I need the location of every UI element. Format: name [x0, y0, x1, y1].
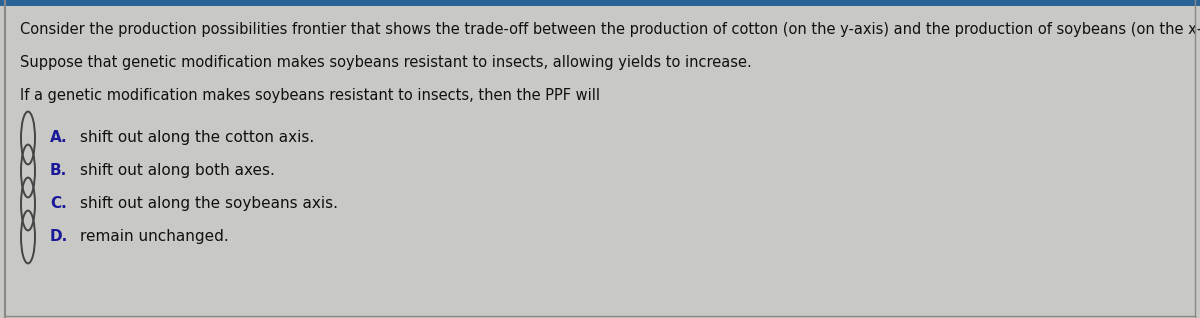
Text: C.: C. [50, 196, 67, 211]
Text: remain unchanged.: remain unchanged. [80, 229, 229, 244]
Text: shift out along both axes.: shift out along both axes. [80, 163, 275, 178]
Text: shift out along the soybeans axis.: shift out along the soybeans axis. [80, 196, 338, 211]
Text: B.: B. [50, 163, 67, 178]
Text: A.: A. [50, 130, 67, 145]
Text: D.: D. [50, 229, 68, 244]
Bar [0, 0, 1200, 6]
Text: shift out along the cotton axis.: shift out along the cotton axis. [80, 130, 314, 145]
Text: If a genetic modification makes soybeans resistant to insects, then the PPF will: If a genetic modification makes soybeans… [20, 88, 600, 103]
Text: Consider the production possibilities frontier that shows the trade-off between : Consider the production possibilities fr… [20, 22, 1200, 37]
Text: Suppose that genetic modification makes soybeans resistant to insects, allowing : Suppose that genetic modification makes … [20, 55, 751, 70]
